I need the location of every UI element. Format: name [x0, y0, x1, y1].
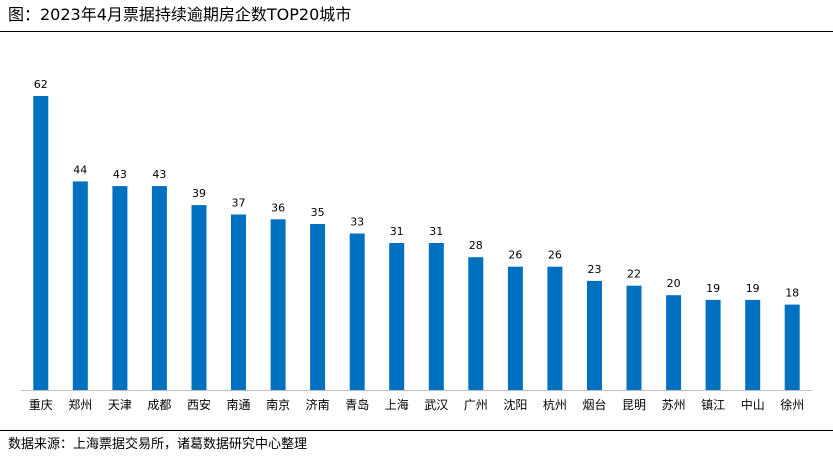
data-label-10: 31 — [429, 225, 443, 238]
bar-0 — [33, 96, 49, 390]
x-tick-label-12: 沈阳 — [503, 397, 527, 412]
bar-chart: 62 重庆 44 郑州 43 天津 43 成都 39 西安 37 南通 36 南京 35 济南 33 青岛 31 上海… — [21, 78, 812, 412]
data-label-19: 18 — [785, 287, 799, 300]
bar-16 — [666, 295, 682, 390]
x-tick-label-15: 昆明 — [622, 398, 646, 412]
bar-13 — [547, 266, 563, 390]
bar-15 — [626, 285, 642, 390]
bars-layer — [33, 96, 800, 390]
bar-18 — [745, 299, 761, 390]
bar-7 — [310, 224, 326, 390]
x-tick-label-1: 郑州 — [68, 397, 92, 412]
bar-10 — [428, 243, 444, 390]
title-divider — [0, 31, 833, 32]
x-tick-label-16: 苏州 — [662, 398, 686, 412]
x-tick-label-3: 成都 — [147, 398, 171, 412]
data-label-9: 31 — [390, 225, 404, 238]
x-tick-label-7: 济南 — [306, 397, 330, 412]
x-tick-label-6: 南京 — [266, 397, 290, 412]
bar-3 — [151, 186, 167, 390]
x-tick-label-13: 杭州 — [543, 397, 567, 412]
data-label-17: 19 — [706, 282, 720, 295]
bar-19 — [784, 304, 800, 390]
labels-layer: 62 重庆 44 郑州 43 天津 43 成都 39 西安 37 南通 36 南京 35 济南 33 青岛 31 上海… — [29, 78, 804, 412]
data-label-12: 26 — [508, 249, 522, 262]
bar-6 — [270, 219, 286, 390]
data-label-2: 43 — [113, 168, 127, 181]
x-tick-label-8: 青岛 — [345, 397, 369, 412]
data-label-5: 37 — [232, 197, 246, 210]
data-label-11: 28 — [469, 239, 483, 252]
data-label-15: 22 — [627, 268, 641, 281]
bar-2 — [112, 186, 128, 390]
x-tick-label-10: 武汉 — [424, 398, 448, 412]
x-tick-label-9: 上海 — [385, 397, 409, 412]
source-note: 数据来源：上海票据交易所，诸葛数据研究中心整理 — [8, 437, 308, 452]
bar-9 — [389, 243, 405, 390]
x-tick-label-19: 徐州 — [780, 397, 804, 412]
bar-17 — [705, 299, 721, 390]
x-tick-label-2: 天津 — [108, 398, 132, 412]
bar-14 — [587, 280, 602, 390]
data-label-3: 43 — [152, 168, 166, 181]
data-label-16: 20 — [667, 277, 681, 290]
bar-4 — [191, 205, 207, 390]
data-label-18: 19 — [746, 282, 760, 295]
x-tick-label-17: 镇江 — [701, 398, 725, 412]
data-label-4: 39 — [192, 187, 206, 200]
x-tick-label-11: 广州 — [464, 398, 488, 412]
x-tick-label-4: 西安 — [187, 397, 211, 412]
x-tick-label-14: 烟台 — [582, 397, 606, 412]
bar-5 — [231, 214, 246, 390]
data-label-6: 36 — [271, 201, 285, 214]
chart-title: 图：2023年4月票据持续逾期房企数TOP20城市 — [8, 5, 352, 24]
data-label-8: 33 — [350, 216, 364, 229]
source-divider — [0, 430, 833, 431]
x-tick-label-0: 重庆 — [29, 398, 53, 412]
data-label-0: 62 — [34, 78, 48, 91]
bar-8 — [349, 233, 365, 390]
data-label-14: 23 — [588, 263, 602, 276]
data-label-1: 44 — [73, 163, 87, 176]
bar-12 — [507, 266, 523, 390]
data-label-13: 26 — [548, 249, 562, 262]
bar-11 — [468, 257, 484, 390]
bar-1 — [72, 181, 88, 390]
data-label-7: 35 — [311, 206, 325, 219]
x-tick-label-18: 中山 — [741, 397, 765, 412]
x-tick-label-5: 南通 — [226, 397, 250, 412]
